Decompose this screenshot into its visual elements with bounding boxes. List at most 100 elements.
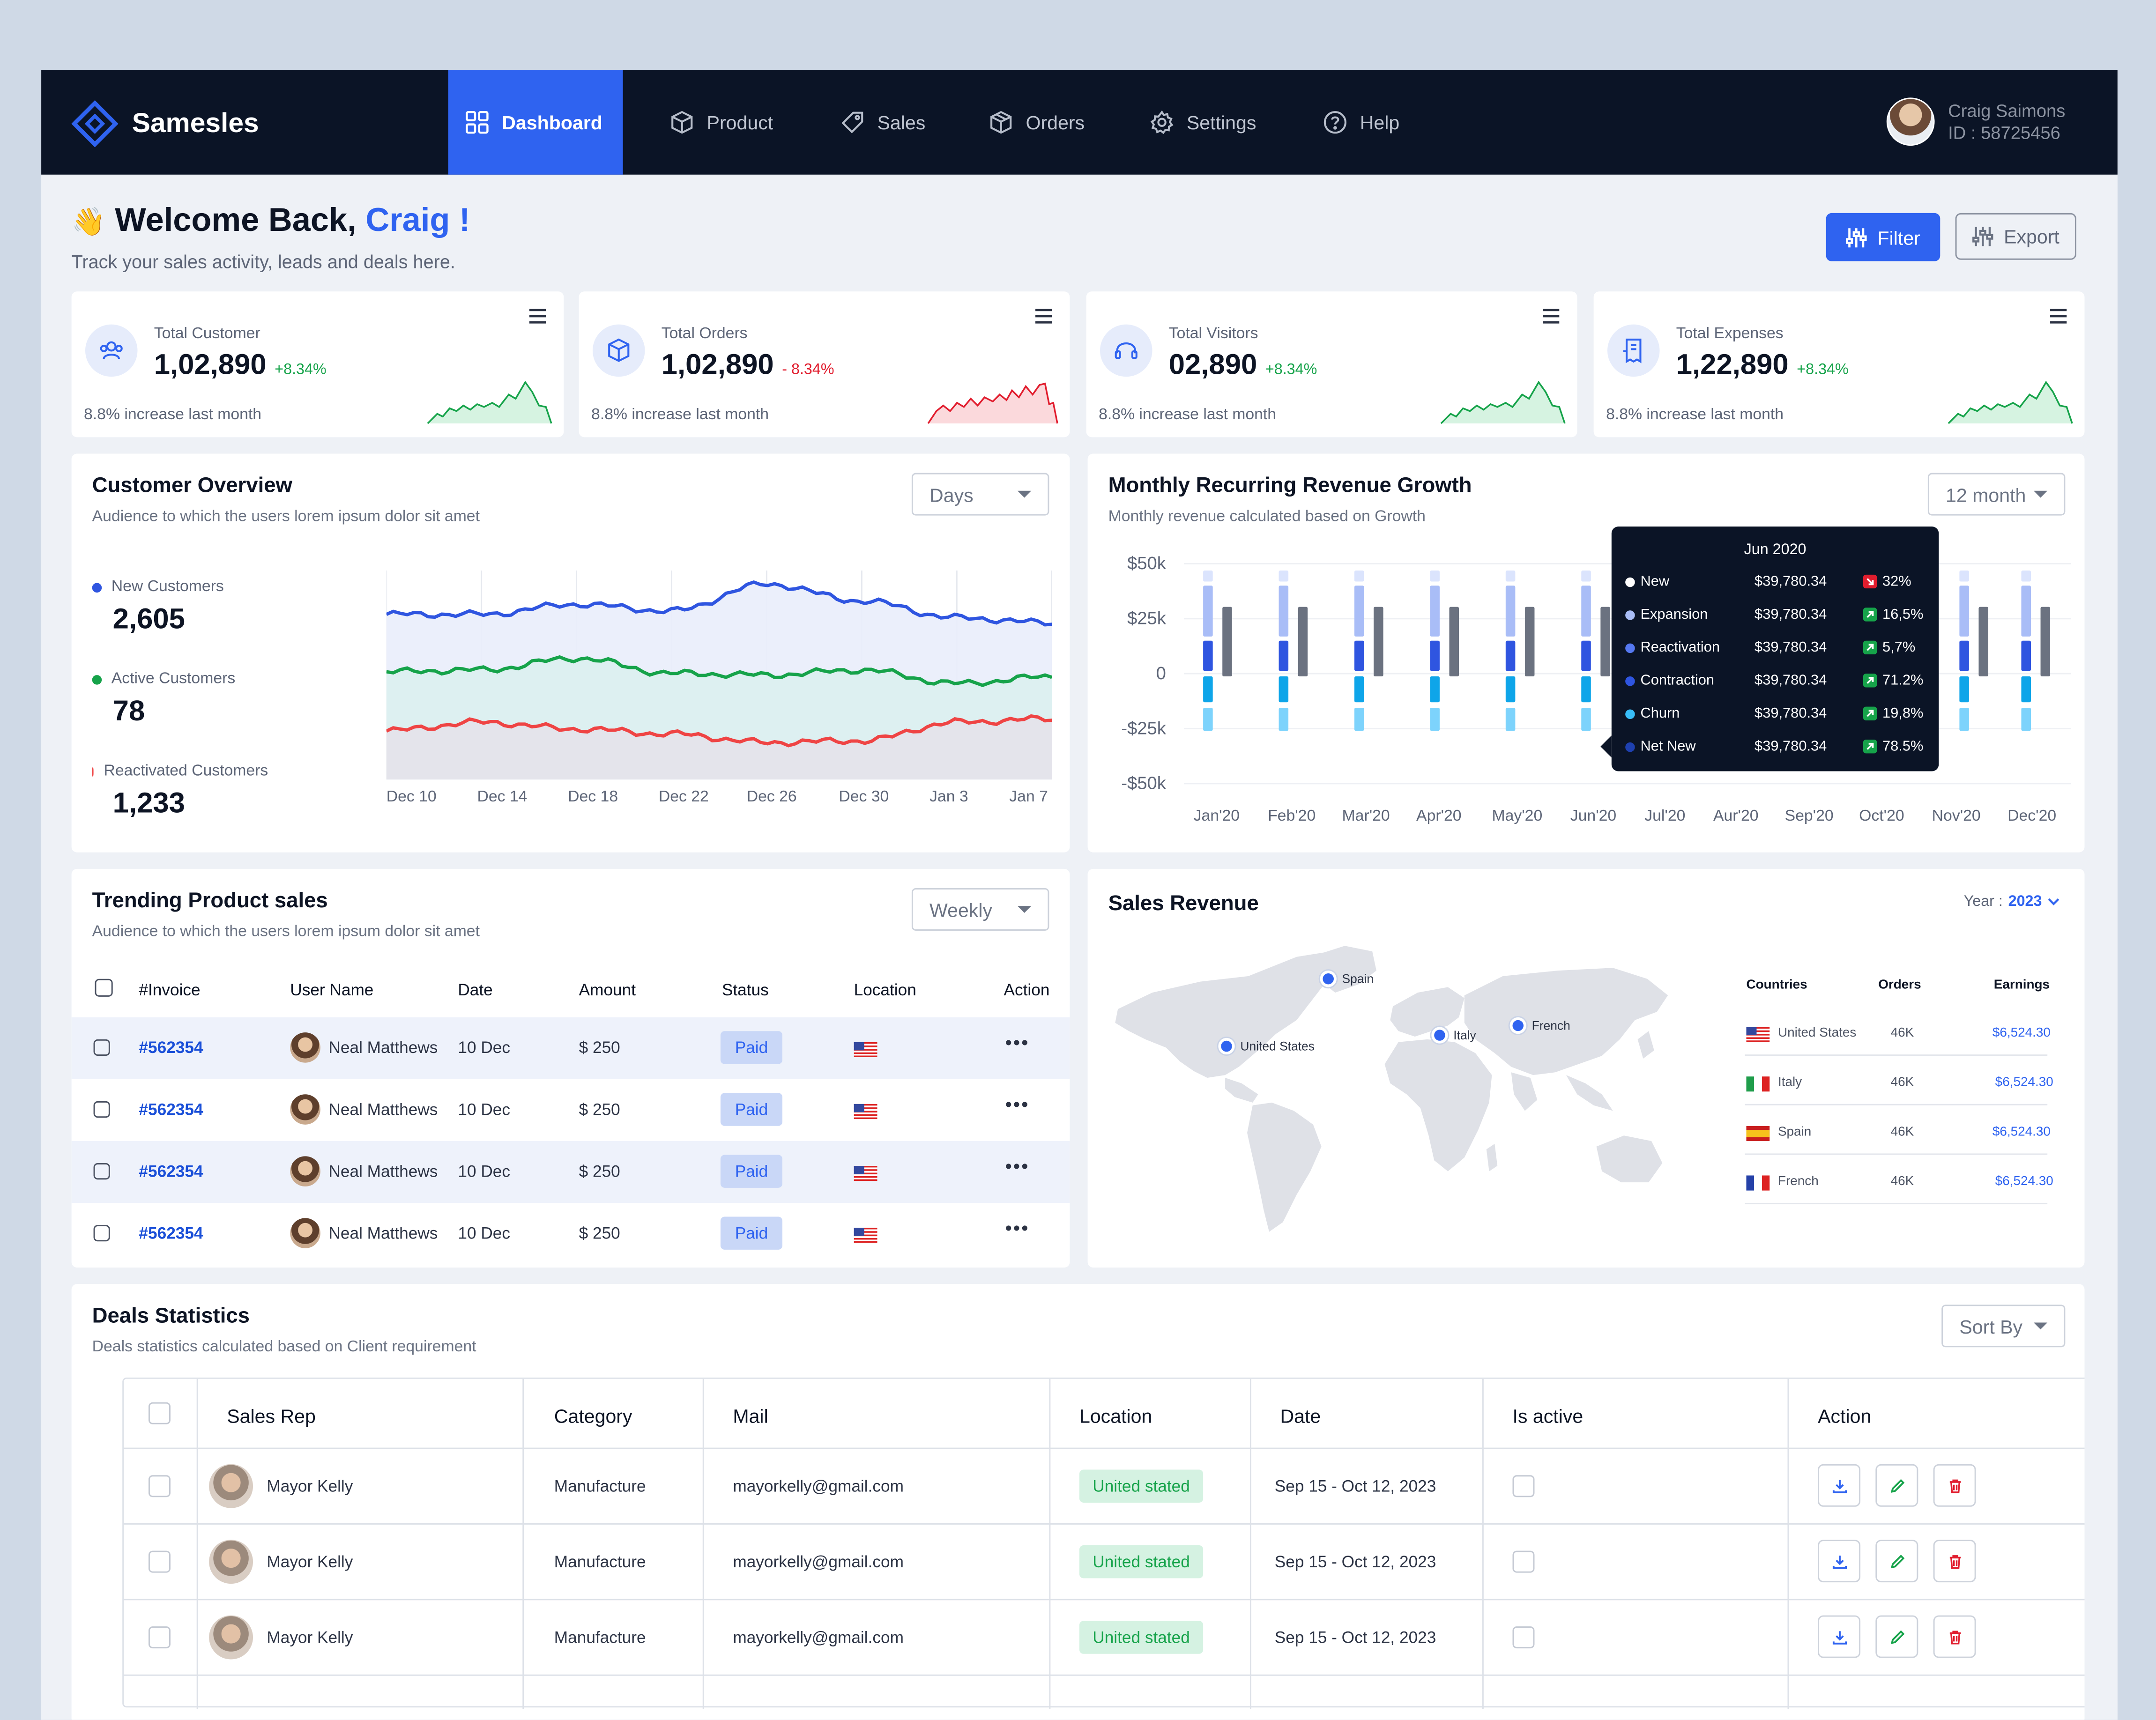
page-subtitle: Track your sales activity, leads and dea…	[71, 252, 455, 273]
is-active-checkbox[interactable]	[1512, 1475, 1535, 1498]
line-active-customers	[386, 655, 1052, 687]
row-checkbox[interactable]	[93, 1039, 110, 1056]
is-active-checkbox[interactable]	[1512, 1550, 1535, 1573]
date-cell: 10 Dec	[458, 1223, 510, 1243]
col-header-status[interactable]: Status	[721, 980, 769, 1000]
menu-icon[interactable]	[1034, 308, 1053, 324]
country-name: Italy	[1777, 1075, 1802, 1090]
menu-icon[interactable]	[528, 308, 547, 324]
select-all-checkbox[interactable]	[95, 979, 113, 997]
mail-cell[interactable]: mayorkelly@gmail.com	[733, 1628, 904, 1647]
stat-delta: +8.34%	[275, 361, 327, 378]
location-badge: United stated	[1079, 1621, 1204, 1654]
export-button[interactable]: Export	[1955, 213, 2076, 260]
more-icon[interactable]: •••	[1005, 1093, 1030, 1115]
legend-label: New Customers	[111, 578, 224, 595]
user-menu[interactable]: Craig Saimons ID : 58725456	[1886, 97, 2065, 146]
earnings-cell: $6,524.30	[1992, 1124, 2051, 1140]
col-header-action[interactable]: Action	[1818, 1405, 1872, 1427]
col-header-mail[interactable]: Mail	[733, 1405, 768, 1427]
stat-value: 02,890 +8.34%	[1168, 349, 1317, 381]
map-marker-french[interactable]: French	[1509, 1017, 1570, 1034]
legend-dot	[92, 582, 102, 592]
year-select[interactable]: Year : 2023	[1964, 894, 2060, 910]
invoice-link[interactable]: #562354	[139, 1223, 203, 1243]
more-icon[interactable]: •••	[1005, 1216, 1030, 1239]
y-tick-label: $25k	[1127, 608, 1166, 629]
download-button[interactable]	[1818, 1540, 1861, 1583]
col-header-date[interactable]: Date	[1280, 1405, 1321, 1427]
map-marker-united-states[interactable]: United States	[1218, 1038, 1315, 1055]
download-button[interactable]	[1818, 1615, 1861, 1658]
col-header-orders: Orders	[1878, 977, 1921, 993]
nav-item-settings[interactable]: Settings	[1150, 70, 1256, 175]
weekly-select[interactable]: Weekly	[911, 888, 1049, 931]
table-row[interactable]: #562354 Neal Matthews 10 Dec $ 250 Paid •••	[72, 1203, 1070, 1265]
col-header-location[interactable]: Location	[1079, 1405, 1152, 1427]
invoice-link[interactable]: #562354	[139, 1038, 203, 1058]
row-checkbox[interactable]	[148, 1475, 171, 1498]
edit-button[interactable]	[1875, 1540, 1918, 1583]
edit-button[interactable]	[1875, 1615, 1918, 1658]
tooltip-row: Contraction $39,780.34 71.2%	[1625, 672, 1931, 694]
nav-item-help[interactable]: Help	[1323, 70, 1399, 175]
delete-button[interactable]	[1933, 1540, 1976, 1583]
nav-item-product[interactable]: Product	[669, 70, 773, 175]
mail-cell[interactable]: mayorkelly@gmail.com	[733, 1552, 904, 1572]
row-checkbox[interactable]	[148, 1550, 171, 1573]
delete-button[interactable]	[1933, 1464, 1976, 1507]
period-select[interactable]: 12 month	[1927, 473, 2066, 516]
select-value: 12 month	[1946, 483, 2026, 505]
menu-icon[interactable]	[2049, 308, 2068, 324]
date-cell: 10 Dec	[458, 1038, 510, 1058]
table-row[interactable]: #562354 Neal Matthews 10 Dec $ 250 Paid •••	[71, 1017, 1070, 1079]
series-pct: 78.5%	[1882, 738, 1924, 755]
col-header-is-active[interactable]: Is active	[1512, 1405, 1584, 1427]
col-header-date[interactable]: Date	[458, 980, 493, 1000]
col-header-sales-rep[interactable]: Sales Rep	[227, 1405, 316, 1427]
days-select[interactable]: Days	[911, 473, 1049, 516]
category-cell: Manufacture	[554, 1552, 646, 1572]
legend-reactivated-customers: Reactivated Customers 1,233	[92, 763, 268, 821]
invoice-link[interactable]: #562354	[139, 1162, 203, 1181]
table-row[interactable]: #562354 Neal Matthews 10 Dec $ 250 Paid •••	[72, 1079, 1070, 1141]
more-icon[interactable]: •••	[1005, 1155, 1030, 1177]
edit-button[interactable]	[1875, 1464, 1918, 1507]
delete-button[interactable]	[1933, 1615, 1976, 1658]
row-checkbox[interactable]	[148, 1626, 171, 1649]
bar-contraction	[2021, 676, 2031, 703]
nav-item-sales[interactable]: Sales	[840, 70, 925, 175]
filter-button[interactable]: Filter	[1826, 213, 1940, 261]
row-checkbox[interactable]	[93, 1225, 110, 1242]
invoice-link[interactable]: #562354	[139, 1100, 203, 1119]
row-checkbox[interactable]	[93, 1101, 110, 1118]
trending-sales-panel: Trending Product sales Audience to which…	[71, 868, 1070, 1268]
table-row[interactable]: #562354 Neal Matthews 10 Dec $ 250 Paid •••	[71, 1141, 1070, 1203]
map-marker-italy[interactable]: Italy	[1431, 1027, 1476, 1044]
earnings-cell: $6,524.30	[1995, 1174, 2053, 1189]
col-header-amount[interactable]: Amount	[579, 980, 636, 1000]
more-icon[interactable]: •••	[1005, 1031, 1030, 1053]
bar-reactivation	[2021, 640, 2031, 671]
sliders-icon	[1972, 227, 1994, 246]
is-active-checkbox[interactable]	[1512, 1626, 1535, 1649]
menu-icon[interactable]	[1541, 308, 1561, 324]
sort-by-select[interactable]: Sort By	[1941, 1305, 2066, 1348]
mail-cell[interactable]: mayorkelly@gmail.com	[733, 1476, 904, 1496]
col-header-location[interactable]: Location	[854, 980, 916, 1000]
map-marker-spain[interactable]: Spain	[1320, 971, 1374, 987]
tooltip-arrow	[1600, 735, 1612, 758]
dashboard-icon	[466, 111, 489, 134]
col-header-user-name[interactable]: User Name	[290, 980, 374, 1000]
col-header-category[interactable]: Category	[554, 1405, 632, 1427]
brand[interactable]: Samesles	[71, 100, 259, 148]
download-button[interactable]	[1818, 1464, 1861, 1507]
col-header-action[interactable]: Action	[1004, 980, 1050, 1000]
col-header-invoice[interactable]: #Invoice	[139, 980, 201, 1000]
nav-item-dashboard[interactable]: Dashboard	[448, 70, 623, 175]
row-checkbox[interactable]	[93, 1163, 110, 1180]
map-label-text: Italy	[1453, 1028, 1476, 1042]
select-all-checkbox[interactable]	[148, 1402, 171, 1424]
nav-item-orders[interactable]: Orders	[989, 70, 1085, 175]
bar-reactivation	[1203, 640, 1213, 671]
